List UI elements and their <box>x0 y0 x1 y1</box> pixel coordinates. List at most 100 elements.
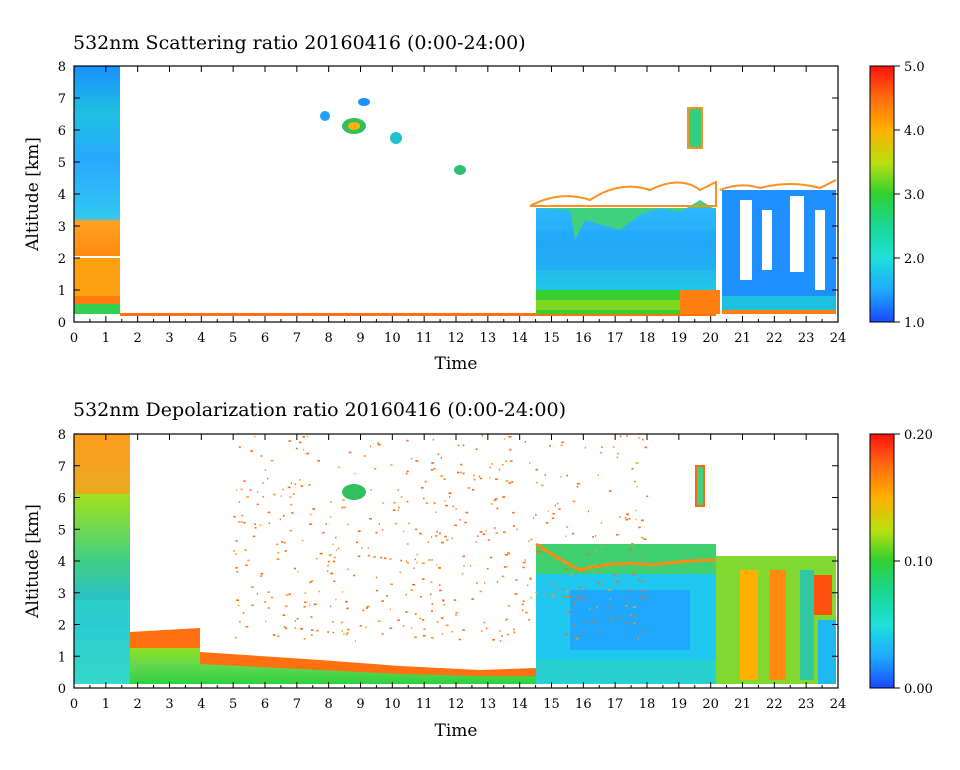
speckle <box>368 554 370 557</box>
speckle <box>492 639 495 641</box>
speckle <box>572 500 576 503</box>
speckle <box>581 570 584 572</box>
speckle <box>405 611 408 613</box>
speckle <box>527 584 529 587</box>
speckle <box>373 556 376 558</box>
speckle <box>619 516 621 518</box>
speckle <box>381 600 384 602</box>
speckle <box>629 548 633 551</box>
speckle <box>615 533 619 536</box>
speckle <box>640 536 644 539</box>
speckle <box>554 504 556 507</box>
speckle <box>260 455 263 457</box>
speckle <box>530 538 533 541</box>
speckle <box>635 518 637 521</box>
speckle <box>506 633 510 636</box>
speckle <box>528 619 530 621</box>
speckle <box>440 475 444 477</box>
x-tick-label: 1 <box>102 697 110 712</box>
speckle <box>332 631 335 634</box>
speckle <box>510 435 512 438</box>
x-tick-label: 18 <box>639 331 656 346</box>
speckle <box>445 504 448 507</box>
speckle <box>243 521 246 524</box>
speckle <box>382 529 384 531</box>
speckle <box>631 468 634 470</box>
speckle <box>250 586 254 588</box>
speckle <box>365 626 367 628</box>
speckle <box>562 587 564 590</box>
x-tick-label: 9 <box>356 331 364 346</box>
speckle <box>503 566 507 568</box>
speckle <box>639 555 641 558</box>
x-tick-label: 20 <box>702 697 719 712</box>
speckle <box>310 616 313 618</box>
chart-title: 532nm Scattering ratio 20160416 (0:00-24… <box>73 32 526 54</box>
speckle <box>530 596 532 599</box>
speckle <box>377 442 379 444</box>
speckle <box>238 521 241 523</box>
x-tick-label: 0 <box>70 331 78 346</box>
speckle <box>282 614 286 616</box>
speckle <box>341 506 343 509</box>
x-tick-label: 19 <box>671 697 688 712</box>
speckle <box>236 599 239 601</box>
speckle <box>392 509 396 511</box>
speckle <box>430 610 433 612</box>
speckle <box>254 523 256 526</box>
speckle <box>516 528 518 531</box>
speckle <box>380 556 383 559</box>
speckle <box>625 518 628 521</box>
speckle <box>646 495 649 498</box>
speckle <box>423 628 426 630</box>
speckle <box>313 603 316 606</box>
speckle <box>333 580 336 582</box>
speckle <box>603 565 605 567</box>
speckle <box>462 629 465 631</box>
speckle <box>576 486 579 488</box>
speckle <box>347 523 349 526</box>
speckle <box>244 549 247 551</box>
x-tick-label: 18 <box>639 697 656 712</box>
speckle <box>560 476 562 478</box>
speckle <box>590 565 592 568</box>
speckle <box>592 536 594 538</box>
speckle <box>475 582 478 584</box>
speckle <box>616 456 618 459</box>
x-tick-label: 3 <box>165 331 173 346</box>
y-axis: 0 1 2 3 4 5 6 7 8 <box>58 60 838 331</box>
speckle <box>508 482 511 484</box>
speckle <box>509 448 512 451</box>
x-tick-label: 8 <box>325 331 333 346</box>
speckle <box>455 508 457 510</box>
speckle <box>283 541 286 544</box>
speckle <box>436 621 439 623</box>
speckle <box>471 598 475 600</box>
speckle <box>464 521 467 524</box>
speckle <box>625 605 628 607</box>
speckle <box>406 439 409 442</box>
colorbar-tick-label: 5.0 <box>904 60 925 75</box>
speckle <box>494 498 498 500</box>
speckle <box>419 532 422 535</box>
speckle <box>489 466 491 469</box>
speckle <box>264 469 267 471</box>
speckle <box>390 464 393 466</box>
speckle <box>628 518 631 520</box>
speckle <box>566 474 569 477</box>
speckle <box>299 479 301 481</box>
speckle <box>642 590 645 593</box>
x-tick-label: 23 <box>798 331 815 346</box>
speckle <box>241 521 243 523</box>
speckle <box>489 477 491 479</box>
speckle <box>634 480 637 483</box>
speckle <box>293 567 296 570</box>
speckle <box>406 562 409 564</box>
speckle <box>448 492 452 494</box>
speckle <box>338 466 340 469</box>
speckle <box>600 631 602 634</box>
speckle <box>505 480 509 482</box>
speckle <box>284 627 288 630</box>
speckle <box>378 523 380 525</box>
speckle <box>241 514 244 517</box>
